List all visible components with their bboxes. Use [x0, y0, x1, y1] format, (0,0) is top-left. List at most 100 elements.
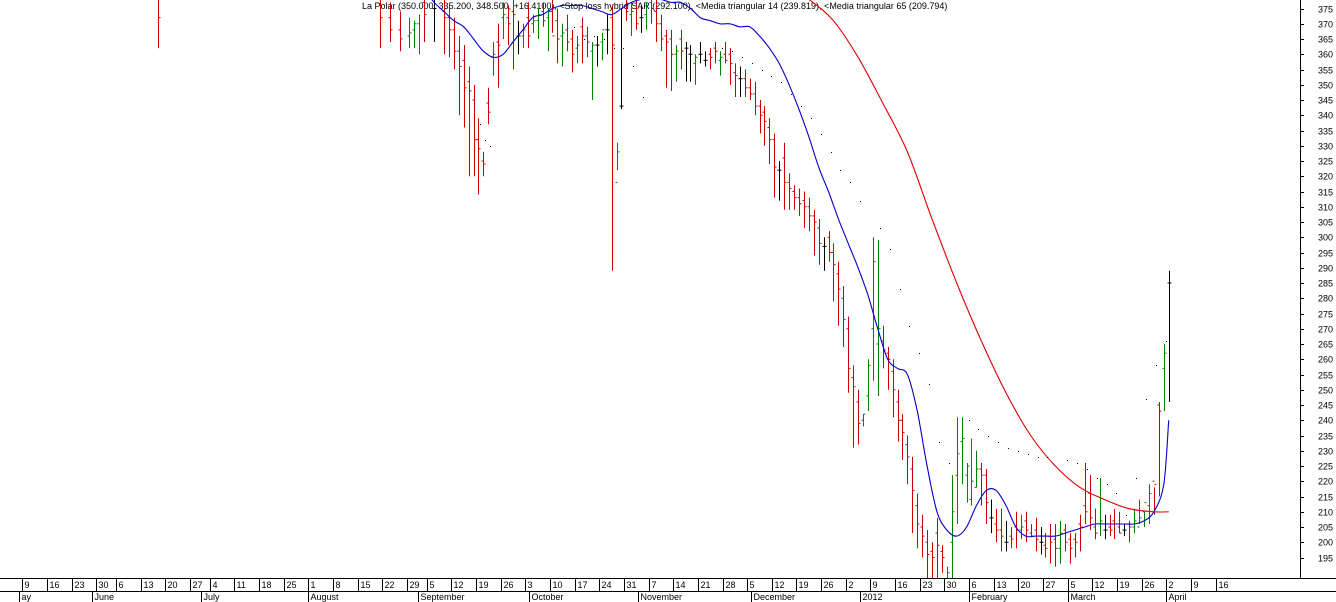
ohlc-bar	[891, 359, 896, 418]
ohlc-bar	[624, 0, 629, 21]
sar-dot	[771, 76, 772, 77]
x-day-tick-label: 12	[1095, 580, 1105, 590]
ohlc-bar	[585, 26, 590, 58]
sar-dot	[1038, 457, 1039, 458]
ohlc-bar	[447, 5, 452, 58]
ohlc-bar	[935, 517, 940, 578]
x-day-tick-label: 16	[50, 580, 60, 590]
ohlc-bar	[610, 5, 615, 271]
x-day-tick-label: 8	[336, 580, 341, 590]
ohlc-bar	[555, 8, 560, 64]
y-tick-label: 355	[1318, 66, 1333, 76]
sar-dot	[831, 152, 832, 153]
ohlc-bar	[486, 87, 491, 125]
ohlc-bar	[915, 493, 920, 549]
x-day-tick-label: 17	[578, 580, 588, 590]
sar-dot	[1018, 451, 1019, 452]
x-month-label: July	[204, 592, 221, 602]
x-day-tick-label: 30	[99, 580, 109, 590]
x-day-tick-label: 30	[947, 580, 957, 590]
sar-dot	[880, 228, 881, 229]
x-day-tick-label: 26	[824, 580, 834, 590]
y-tick-label: 260	[1318, 355, 1333, 365]
y-tick-label: 220	[1318, 477, 1333, 487]
ohlc-bar	[1167, 270, 1172, 402]
sar-dot	[594, 36, 595, 37]
sar-dot	[1126, 515, 1127, 516]
ohlc-bar	[669, 29, 674, 91]
ohlc-bar	[812, 209, 817, 256]
price-bars-layer	[158, 0, 1172, 578]
ohlc-bar	[708, 48, 713, 70]
sar-dot	[929, 384, 930, 385]
ohlc-bar	[851, 365, 856, 448]
ohlc-bar	[398, 11, 403, 52]
sar-dot	[643, 97, 644, 98]
x-day-tick-label: 11	[237, 580, 246, 590]
sar-dot	[490, 146, 491, 147]
sar-dot	[1156, 365, 1157, 366]
ohlc-bar	[1132, 508, 1137, 534]
ohlc-bar	[713, 42, 718, 64]
ohlc-bar	[960, 417, 965, 485]
sar-dot	[821, 134, 822, 135]
ohlc-bar	[767, 118, 772, 165]
ohlc-bar	[476, 118, 481, 195]
x-day-tick-label: 6	[972, 580, 977, 590]
sar-dot	[633, 66, 634, 67]
y-tick-label: 340	[1318, 111, 1333, 121]
y-tick-label: 235	[1318, 432, 1333, 442]
ohlc-bar	[158, 0, 161, 49]
sar-dot	[850, 182, 851, 183]
x-day-tick-label: 19	[799, 580, 809, 590]
ohlc-bar	[896, 389, 901, 442]
ohlc-bar	[634, 0, 639, 30]
x-day-tick-label: 31	[627, 580, 637, 590]
ohlc-bar	[969, 438, 974, 506]
x-day-tick-label: 5	[430, 580, 435, 590]
y-tick-label: 325	[1318, 157, 1333, 167]
sar-dot	[1028, 454, 1029, 455]
ohlc-bar	[605, 14, 610, 55]
ohlc-bar	[1019, 514, 1024, 540]
x-day-tick-label: 16	[1219, 580, 1229, 590]
x-axis: 9 16 23 30 6 13 20 27 4 11 18 25 1 8 15 22 29 5 12 19 26 3 10 1…	[0, 578, 1336, 602]
ohlc-bar	[1162, 344, 1167, 412]
ohlc-bar	[462, 45, 467, 128]
x-day-tick-label: 18	[262, 580, 272, 590]
ohlc-bar	[457, 35, 462, 116]
ohlc-bar	[866, 359, 871, 412]
x-day-tick-label: 20	[168, 580, 178, 590]
x-month-label: June	[95, 592, 115, 602]
y-axis: 195 200 205 210 215 220 225 230 235 240 245 250 255 2…	[1300, 0, 1333, 578]
ohlc-bar	[827, 231, 832, 262]
ohlc-bar	[905, 435, 910, 485]
ohlc-bar	[1073, 533, 1078, 558]
x-month-label: August	[311, 592, 340, 602]
ohlc-bar	[521, 23, 526, 49]
sar-dot	[485, 140, 486, 141]
ohlc-bar	[511, 0, 516, 70]
sar-dot	[791, 94, 792, 95]
y-tick-label: 360	[1318, 50, 1333, 60]
ohlc-bar	[782, 142, 787, 210]
y-tick-label: 245	[1318, 401, 1333, 411]
sar-dot	[1087, 469, 1088, 470]
ohlc-bar	[900, 414, 905, 460]
ohlc-bar	[619, 8, 624, 110]
ohlc-bar	[565, 14, 570, 52]
ohlc-bar	[422, 0, 427, 43]
ohlc-bar	[989, 499, 994, 534]
x-day-tick-label: 29	[410, 580, 420, 590]
ohlc-bar	[1004, 520, 1009, 552]
x-day-tick-label: 6	[119, 580, 124, 590]
sar-dot	[1146, 399, 1147, 400]
ohlc-bar	[1053, 523, 1058, 567]
ohlc-bar	[580, 17, 585, 64]
ohlc-bar	[693, 54, 698, 85]
x-day-tick-label: 23	[923, 580, 933, 590]
y-tick-label: 375	[1318, 5, 1333, 15]
y-tick-label: 330	[1318, 142, 1333, 152]
ohlc-bar	[743, 69, 748, 97]
x-day-tick-label: 5	[1071, 580, 1076, 590]
